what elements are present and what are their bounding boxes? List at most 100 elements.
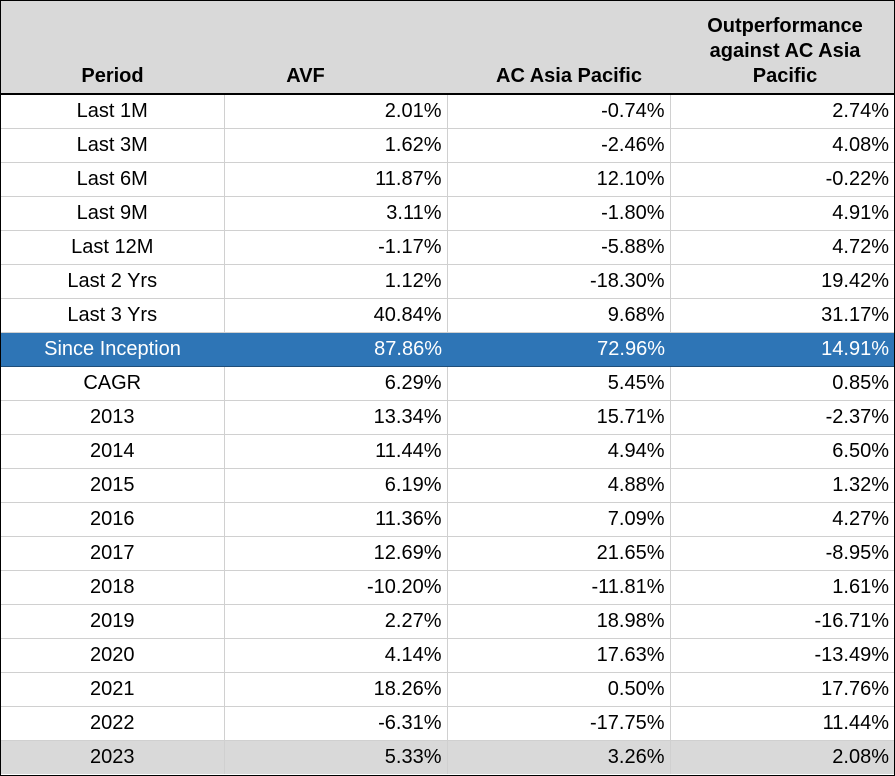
avf-cell: 12.69% — [224, 536, 448, 571]
outperformance-cell: 0.85% — [670, 366, 894, 401]
avf-cell: 5.33% — [224, 740, 448, 774]
outperformance-cell: 2.74% — [670, 94, 894, 129]
index-cell: -5.88% — [447, 230, 671, 265]
period-cell: 2020 — [1, 638, 225, 673]
table-row: 2015 6.19% 4.88% 1.32% — [1, 468, 894, 503]
period-cell: 2015 — [1, 468, 225, 503]
avf-cell: 2.01% — [224, 94, 448, 129]
avf-cell: 1.62% — [224, 128, 448, 163]
table-row: 2017 12.69% 21.65% -8.95% — [1, 536, 894, 571]
index-cell: 5.45% — [447, 366, 671, 401]
outperformance-cell: -13.49% — [670, 638, 894, 673]
index-cell: 4.88% — [447, 468, 671, 503]
period-cell: 2014 — [1, 434, 225, 469]
outperformance-cell: 17.76% — [670, 672, 894, 707]
avf-cell: 11.44% — [224, 434, 448, 469]
period-cell: 2019 — [1, 604, 225, 639]
index-cell: 3.26% — [447, 740, 671, 774]
outperformance-cell: 4.91% — [670, 196, 894, 231]
avf-cell: -1.17% — [224, 230, 448, 265]
table-row: Last 3 Yrs 40.84% 9.68% 31.17% — [1, 298, 894, 333]
table-row: 2023 5.33% 3.26% 2.08% — [1, 740, 894, 774]
outperformance-cell: -8.95% — [670, 536, 894, 571]
period-cell: 2017 — [1, 536, 225, 571]
period-cell: 2022 — [1, 706, 225, 741]
outperformance-cell: 11.44% — [670, 706, 894, 741]
avf-cell: 6.19% — [224, 468, 448, 503]
table-row: 2016 11.36% 7.09% 4.27% — [1, 502, 894, 537]
period-cell: Last 1M — [1, 94, 225, 129]
header-period: Period — [1, 1, 224, 95]
period-cell: Since Inception — [1, 332, 224, 367]
table-header: Period AVF AC Asia Pacific Outperformanc… — [1, 1, 894, 95]
index-cell: 9.68% — [447, 298, 671, 333]
avf-cell: 13.34% — [224, 400, 448, 435]
outperformance-cell: 4.72% — [670, 230, 894, 265]
index-cell: -0.74% — [447, 94, 671, 129]
avf-cell: 11.87% — [224, 162, 448, 197]
avf-cell: -10.20% — [224, 570, 448, 605]
outperformance-cell: 4.08% — [670, 128, 894, 163]
outperformance-cell: 1.61% — [670, 570, 894, 605]
header-index: AC Asia Pacific — [447, 1, 670, 95]
table-row: 2021 18.26% 0.50% 17.76% — [1, 672, 894, 707]
table-body: Last 1M 2.01% -0.74% 2.74% Last 3M 1.62% -2.46… — [1, 94, 894, 774]
outperformance-cell: -0.22% — [670, 162, 894, 197]
period-cell: Last 12M — [1, 230, 225, 265]
table-row: CAGR 6.29% 5.45% 0.85% — [1, 366, 894, 401]
outperformance-cell: 2.08% — [670, 740, 894, 774]
index-cell: 17.63% — [447, 638, 671, 673]
avf-cell: 6.29% — [224, 366, 448, 401]
period-cell: CAGR — [1, 366, 225, 401]
index-cell: -17.75% — [447, 706, 671, 741]
period-cell: 2023 — [1, 740, 225, 774]
index-cell: 0.50% — [447, 672, 671, 707]
index-cell: 18.98% — [447, 604, 671, 639]
outperformance-cell: -16.71% — [670, 604, 894, 639]
avf-cell: 87.86% — [224, 332, 447, 367]
table-row: Last 6M 11.87% 12.10% -0.22% — [1, 162, 894, 197]
table-row: 2019 2.27% 18.98% -16.71% — [1, 604, 894, 639]
index-cell: -18.30% — [447, 264, 671, 299]
period-cell: Last 6M — [1, 162, 225, 197]
avf-cell: 4.14% — [224, 638, 448, 673]
outperformance-cell: 19.42% — [670, 264, 894, 299]
period-cell: Last 3 Yrs — [1, 298, 225, 333]
index-cell: 12.10% — [447, 162, 671, 197]
avf-cell: 18.26% — [224, 672, 448, 707]
table-row: Last 12M -1.17% -5.88% 4.72% — [1, 230, 894, 265]
header-outperformance: Outperformance against AC Asia Pacific — [670, 1, 894, 95]
period-cell: 2021 — [1, 672, 225, 707]
index-cell: 4.94% — [447, 434, 671, 469]
table-row: 2018 -10.20% -11.81% 1.61% — [1, 570, 894, 605]
table-row: Since Inception 87.86% 72.96% 14.91% — [1, 332, 894, 367]
outperformance-cell: 6.50% — [670, 434, 894, 469]
table-row: 2014 11.44% 4.94% 6.50% — [1, 434, 894, 469]
table-row: 2013 13.34% 15.71% -2.37% — [1, 400, 894, 435]
avf-cell: 11.36% — [224, 502, 448, 537]
avf-cell: 1.12% — [224, 264, 448, 299]
header-avf: AVF — [224, 1, 447, 95]
outperformance-cell: 1.32% — [670, 468, 894, 503]
avf-cell: 40.84% — [224, 298, 448, 333]
table-row: Last 9M 3.11% -1.80% 4.91% — [1, 196, 894, 231]
period-cell: 2018 — [1, 570, 225, 605]
index-cell: -2.46% — [447, 128, 671, 163]
table-row: Last 2 Yrs 1.12% -18.30% 19.42% — [1, 264, 894, 299]
period-cell: Last 2 Yrs — [1, 264, 225, 299]
period-cell: 2013 — [1, 400, 225, 435]
outperformance-cell: 31.17% — [670, 298, 894, 333]
outperformance-cell: 4.27% — [670, 502, 894, 537]
avf-cell: 3.11% — [224, 196, 448, 231]
index-cell: -11.81% — [447, 570, 671, 605]
period-cell: Last 3M — [1, 128, 225, 163]
period-cell: Last 9M — [1, 196, 225, 231]
index-cell: 21.65% — [447, 536, 671, 571]
table-row: Last 3M 1.62% -2.46% 4.08% — [1, 128, 894, 163]
outperformance-cell: -2.37% — [670, 400, 894, 435]
index-cell: -1.80% — [447, 196, 671, 231]
outperformance-cell: 14.91% — [670, 332, 894, 367]
avf-cell: 2.27% — [224, 604, 448, 639]
